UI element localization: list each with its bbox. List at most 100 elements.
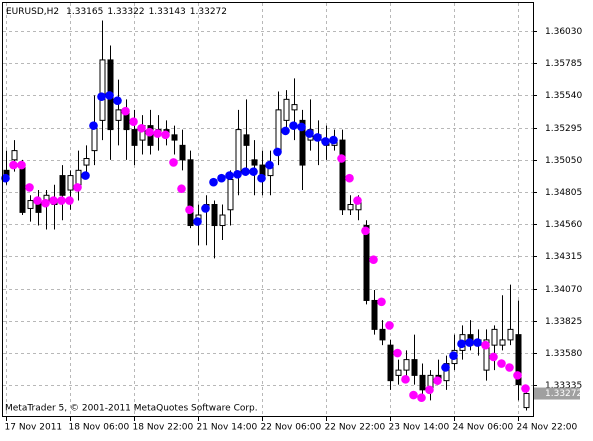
indicator-dot <box>17 160 26 170</box>
indicator-dot <box>105 91 114 100</box>
candle-body <box>243 134 250 146</box>
x-tick-label: 22 Nov 06:00 <box>261 423 322 433</box>
price-label-box <box>534 387 580 400</box>
chart-title: EURUSD,H2 <box>6 7 59 17</box>
indicator-dot <box>377 297 386 307</box>
indicator-dot <box>129 117 138 126</box>
x-tick-label: 18 Nov 22:00 <box>133 423 194 433</box>
candle-body <box>19 164 26 213</box>
candle-body <box>83 157 90 166</box>
indicator-dot <box>193 217 202 226</box>
indicator-dot <box>9 160 18 170</box>
candle-body <box>515 334 522 386</box>
y-tick-label: 1.33580 <box>545 349 582 359</box>
indicator-dot <box>321 137 330 146</box>
indicator-dot <box>249 167 258 176</box>
indicator-dot <box>241 167 250 176</box>
indicator-dot <box>49 196 58 205</box>
last-high: 1.33322 <box>107 7 144 17</box>
candle-body <box>99 59 106 121</box>
y-tick-label: 1.35295 <box>545 124 582 134</box>
indicator-dot <box>417 393 426 403</box>
y-tick-label: 1.34560 <box>545 220 582 230</box>
y-tick-label: 1.34070 <box>545 285 582 295</box>
indicator-dot <box>489 352 498 362</box>
chart-header: EURUSD,H2 1.33165 1.33322 1.33143 1.33272 <box>6 7 227 17</box>
candle-body <box>27 200 34 209</box>
indicator-dot <box>121 106 130 116</box>
candle-body <box>11 150 18 161</box>
candle-body <box>211 204 218 227</box>
indicator-dot <box>225 171 234 180</box>
indicator-dot <box>185 205 194 215</box>
candle-body <box>219 214 226 227</box>
candle-body <box>371 299 378 330</box>
candle-body <box>379 328 386 341</box>
indicator-dot <box>449 351 458 360</box>
last-open: 1.33165 <box>66 7 103 17</box>
indicator-dot <box>473 338 482 347</box>
candle-body <box>115 109 122 121</box>
indicator-dot <box>385 321 394 330</box>
last-low: 1.33143 <box>149 7 186 17</box>
footer: MetaTrader 5, © 2001-2011 MetaQuotes Sof… <box>5 404 258 414</box>
x-tick-label: 22 Nov 22:00 <box>325 423 386 433</box>
marks <box>1 20 530 411</box>
candle-body <box>91 127 98 152</box>
y-tick-label: 1.34315 <box>545 252 582 262</box>
indicator-dot <box>233 169 242 179</box>
indicator-dot <box>481 340 490 350</box>
x-tick-label: 24 Nov 22:00 <box>517 423 578 433</box>
indicator-dot <box>497 359 506 368</box>
candle-body <box>411 359 418 376</box>
indicator-dot <box>153 129 162 138</box>
indicator-dot <box>305 129 314 138</box>
candle-body <box>299 119 306 166</box>
candle-body <box>395 369 402 376</box>
candle-body <box>483 339 490 371</box>
indicator-dot <box>369 255 378 265</box>
candle-body <box>283 98 290 121</box>
candle-body <box>291 104 298 111</box>
indicator-dot <box>25 183 34 192</box>
y-tick-label: 1.33335 <box>545 381 582 391</box>
y-tick-label: 1.34805 <box>545 188 582 198</box>
indicator-dot <box>401 375 410 384</box>
indicator-dot <box>217 173 226 183</box>
x-tick-label: 17 Nov 2011 <box>5 423 63 433</box>
x-tick-label: 23 Nov 14:00 <box>389 423 450 433</box>
indicator-dot <box>521 384 530 393</box>
candle-body <box>387 344 394 382</box>
indicator-dot <box>329 135 338 145</box>
indicator-dot <box>265 160 274 170</box>
indicator-dot <box>113 96 122 105</box>
candle-body <box>179 144 186 161</box>
indicator-dot <box>313 133 322 142</box>
candle-body <box>227 179 234 211</box>
indicator-dot <box>145 127 154 137</box>
indicator-dot <box>441 363 450 372</box>
x-tick-label: 18 Nov 06:00 <box>69 423 130 433</box>
candle-body <box>67 175 74 191</box>
candle-body <box>363 225 370 301</box>
y-tick-label: 1.36030 <box>545 27 582 37</box>
last-close: 1.33272 <box>190 7 227 17</box>
candle-body <box>59 175 66 196</box>
indicator-dot <box>505 363 514 372</box>
indicator-dot <box>73 183 82 192</box>
indicator-dot <box>177 184 186 194</box>
indicator-dot <box>513 371 522 380</box>
indicator-dot <box>433 376 442 385</box>
x-tick-label: 24 Nov 06:00 <box>453 423 514 433</box>
indicator-dot <box>89 121 98 130</box>
indicator-dot <box>281 126 290 136</box>
indicator-dot <box>41 198 50 208</box>
y-tick-label: 1.35540 <box>545 91 582 101</box>
candle-body <box>171 134 178 141</box>
candle-body <box>187 159 194 227</box>
indicator-dot <box>65 196 74 205</box>
indicator-dot <box>137 123 146 133</box>
indicator-dot <box>57 196 66 205</box>
y-tick-label: 1.33825 <box>545 317 582 327</box>
